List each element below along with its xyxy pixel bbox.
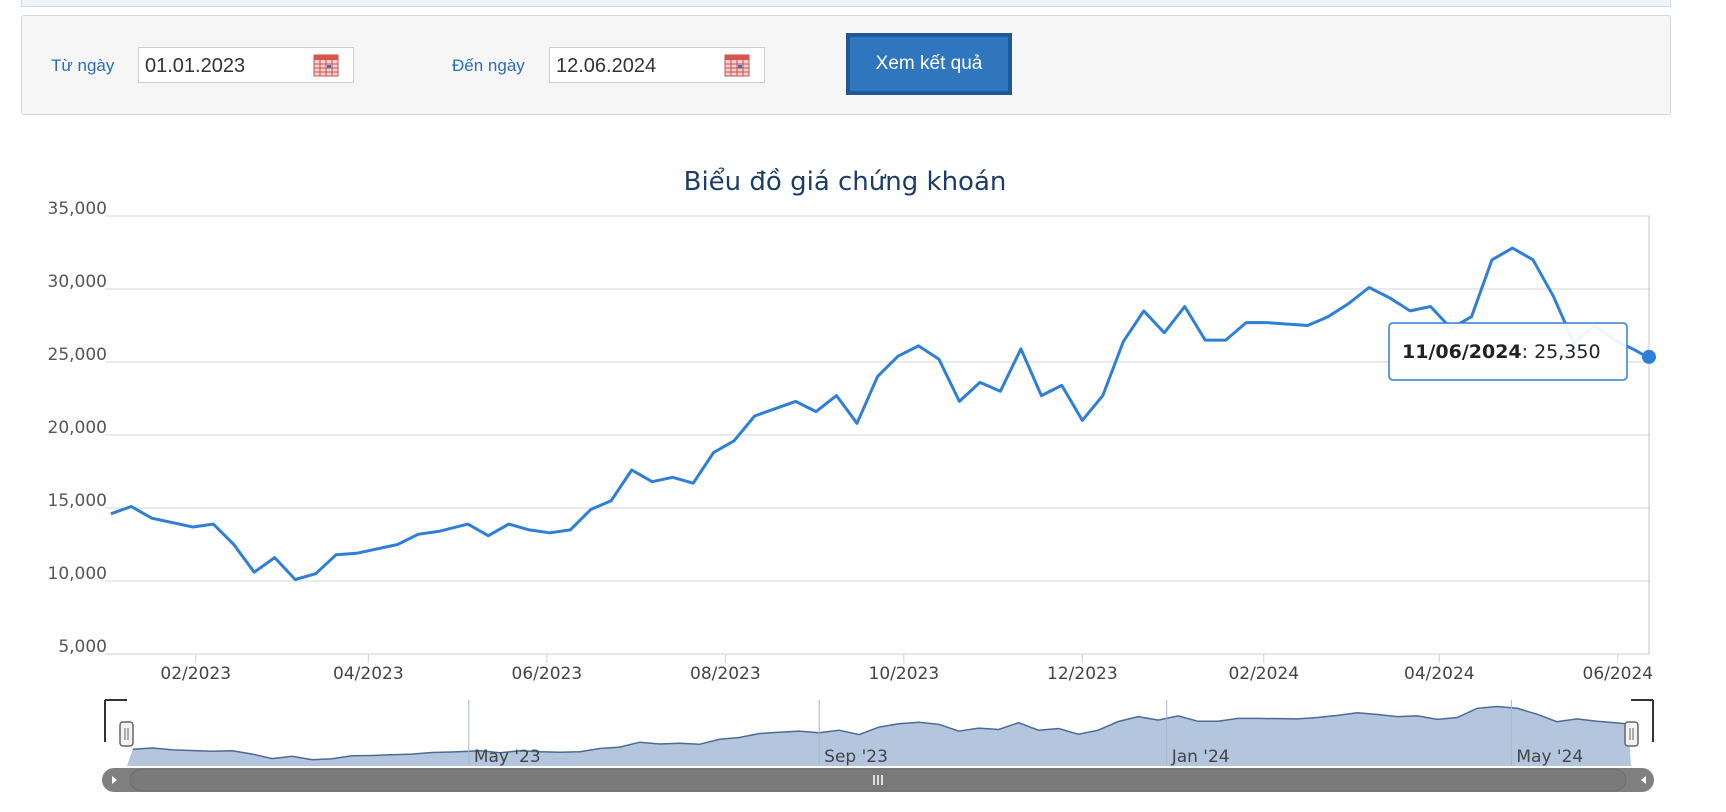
top-strip bbox=[21, 0, 1671, 7]
navigator-label: May '23 bbox=[474, 747, 541, 767]
navigator-labels: May '23 Sep '23 Jan '24 May '24 bbox=[468, 700, 1583, 767]
y-tick-label: 15,000 bbox=[48, 491, 107, 511]
navigator-label: May '24 bbox=[1516, 747, 1583, 767]
chart-title: Biểu đồ giá chứng khoán bbox=[684, 166, 1007, 197]
x-tick-label: 10/2023 bbox=[869, 664, 940, 684]
navigator-handle-right[interactable] bbox=[1624, 721, 1639, 747]
x-tick-label: 08/2023 bbox=[690, 664, 761, 684]
y-tick-label: 5,000 bbox=[58, 637, 107, 657]
y-tick-label: 25,000 bbox=[48, 345, 107, 365]
navigator-handle-left[interactable] bbox=[119, 721, 134, 747]
tooltip-value: 25,350 bbox=[1534, 341, 1600, 363]
from-date-label: Từ ngày bbox=[51, 56, 115, 75]
navigator-label: Sep '23 bbox=[824, 747, 888, 767]
x-tick-label: 02/2024 bbox=[1228, 664, 1299, 684]
y-tick-label: 10,000 bbox=[48, 564, 107, 584]
view-results-label: Xem kết quả bbox=[850, 37, 1008, 91]
calendar-icon[interactable] bbox=[313, 53, 339, 77]
navigator-line bbox=[132, 705, 1629, 761]
y-tick-label: 20,000 bbox=[48, 418, 107, 438]
navigator[interactable]: May '23 Sep '23 Jan '24 May '24 bbox=[104, 699, 1654, 767]
from-date-field[interactable]: 01.01.2023 bbox=[138, 47, 354, 83]
scroll-left-arrow-icon[interactable] bbox=[112, 776, 117, 784]
y-axis: 5,000 10,000 15,000 20,000 25,000 30,000 35,00… bbox=[48, 199, 107, 657]
tooltip-box bbox=[1388, 322, 1628, 381]
from-date-value: 01.01.2023 bbox=[145, 55, 246, 77]
x-tick-label: 04/2023 bbox=[333, 664, 404, 684]
y-tick-label: 30,000 bbox=[48, 272, 107, 292]
x-tick-label: 12/2023 bbox=[1047, 664, 1118, 684]
x-tick-label: 06/2024 bbox=[1583, 664, 1654, 684]
grid-lines bbox=[105, 215, 1650, 655]
hover-point[interactable] bbox=[1642, 349, 1656, 364]
navigator-area bbox=[127, 706, 1631, 766]
tooltip-date: 11/06/2024 bbox=[1402, 341, 1522, 363]
navigator-label: Jan '24 bbox=[1171, 747, 1230, 767]
navigator-outline-left bbox=[104, 699, 127, 742]
x-tick-label: 06/2023 bbox=[512, 664, 583, 684]
scrollbar-grip-icon bbox=[873, 775, 883, 785]
svg-text:11/06/2024: 25,350: 11/06/2024: 25,350 bbox=[1402, 341, 1601, 363]
to-date-label: Đến ngày bbox=[452, 56, 525, 75]
tooltip: 11/06/2024: 25,350 bbox=[1388, 322, 1628, 381]
x-tick-label: 04/2024 bbox=[1404, 664, 1475, 684]
to-date-value: 12.06.2024 bbox=[556, 55, 657, 77]
date-filter-form: Từ ngày 01.01.2023 Đến ngày 12.06.2024 X… bbox=[21, 15, 1671, 115]
to-date-field[interactable]: 12.06.2024 bbox=[549, 47, 765, 83]
calendar-icon[interactable] bbox=[724, 53, 750, 77]
view-results-button[interactable]: Xem kết quả bbox=[846, 33, 1012, 95]
x-tick-label: 02/2023 bbox=[160, 664, 231, 684]
y-tick-label: 35,000 bbox=[48, 199, 107, 219]
scroll-right-arrow-icon[interactable] bbox=[1641, 776, 1646, 784]
x-axis: 02/2023 04/2023 06/2023 08/2023 10/2023 12/20… bbox=[160, 654, 1653, 684]
price-series-line[interactable] bbox=[110, 246, 1648, 581]
navigator-outline-right bbox=[1631, 699, 1654, 742]
scrollbar[interactable] bbox=[102, 768, 1654, 792]
